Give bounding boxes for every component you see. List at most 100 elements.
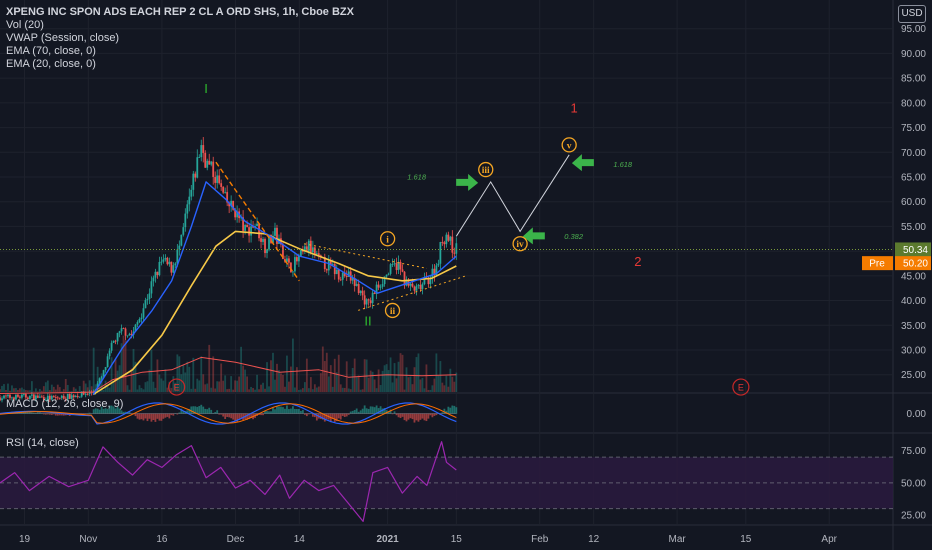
currency-button[interactable]: USD <box>898 5 926 23</box>
candle-body <box>38 396 41 398</box>
volume-bar <box>156 359 159 392</box>
time-tick-label: Mar <box>668 534 686 545</box>
volume-bar <box>178 356 181 392</box>
macd-bar <box>391 413 394 415</box>
volume-bar <box>317 386 320 392</box>
rsi-band <box>0 456 893 510</box>
macd-bar <box>110 405 113 414</box>
volume-bar <box>126 385 129 392</box>
volume-bar <box>17 389 19 392</box>
volume-bar <box>427 389 430 392</box>
volume-bar <box>292 338 294 392</box>
volume-bar <box>325 352 328 392</box>
volume-bar <box>405 367 408 392</box>
macd-bar <box>118 408 121 414</box>
volume-bar <box>274 379 276 392</box>
fib-ratio-label: 1.618 <box>613 160 633 169</box>
macd-bar <box>335 413 338 422</box>
candle-body <box>290 262 292 273</box>
candle-body <box>415 285 418 291</box>
volume-bar <box>220 363 223 392</box>
macd-bar <box>196 406 199 414</box>
macd-bar <box>190 406 193 414</box>
candle-body <box>19 396 21 398</box>
candle-body <box>98 378 101 384</box>
volume-bar <box>96 366 99 392</box>
volume-bar <box>419 379 422 392</box>
candle-body <box>234 209 237 218</box>
volume-bar <box>375 388 378 392</box>
pre-tag <box>862 256 893 271</box>
macd-bar <box>144 413 147 419</box>
volume-bar <box>26 390 29 392</box>
candle-body <box>100 376 103 379</box>
macd-bar <box>377 408 380 414</box>
candle-body <box>166 257 169 265</box>
candle-body <box>453 252 456 254</box>
volume-bar <box>32 391 35 392</box>
indicator-vwap[interactable]: VWAP (Session, close) <box>6 32 120 44</box>
volume-bar <box>260 384 262 392</box>
candle-body <box>196 157 199 178</box>
macd-bar <box>50 413 53 415</box>
candle-body <box>86 393 89 395</box>
candle-body <box>296 257 298 262</box>
volume-bar <box>272 352 274 392</box>
last-price-tag <box>895 242 931 257</box>
rsi-line <box>0 441 457 523</box>
downtrend-line <box>215 161 300 282</box>
volume-bar <box>399 353 402 392</box>
volume-bar <box>363 359 366 392</box>
candle-body <box>56 397 59 399</box>
volume-bar <box>94 384 97 392</box>
volume-bar <box>415 357 418 392</box>
macd-bar <box>202 406 205 414</box>
price-tick-label: 40.00 <box>901 296 926 307</box>
indicator-ema-70[interactable]: EMA (70, close, 0) <box>6 45 96 57</box>
macd-bar <box>409 413 412 419</box>
volume-bar <box>236 380 239 392</box>
candle-body <box>367 299 370 301</box>
volume-bar <box>180 374 183 392</box>
macd-bar <box>226 413 229 417</box>
indicator-volume[interactable]: Vol (20) <box>6 19 44 31</box>
macd-bar <box>25 411 27 414</box>
volume-bar <box>188 366 191 392</box>
volume-bar <box>192 357 195 392</box>
volume-bar <box>76 391 79 392</box>
volume-bar <box>9 390 11 392</box>
volume-bar <box>395 378 398 392</box>
indicator-ema-20[interactable]: EMA (20, close, 0) <box>6 58 96 70</box>
rsi-title[interactable]: RSI (14, close) <box>6 437 79 449</box>
time-tick-label: 15 <box>451 534 463 545</box>
earnings-marker <box>168 378 186 396</box>
volume-bar <box>174 382 177 392</box>
volume-bar <box>417 353 420 392</box>
volume-bar <box>200 356 203 392</box>
candle-body <box>172 265 175 273</box>
macd-bar <box>401 413 404 417</box>
earnings-label: E <box>738 383 744 393</box>
candle-body <box>355 283 358 286</box>
macd-bar <box>435 413 438 416</box>
volume-bar <box>110 357 113 392</box>
macd-title[interactable]: MACD (12, 26, close, 9) <box>6 398 124 410</box>
macd-bar <box>405 413 408 422</box>
macd-bar <box>355 408 358 414</box>
macd-bar <box>100 406 103 414</box>
candle-body <box>118 331 121 333</box>
macd-bar <box>112 406 115 414</box>
volume-bar <box>385 364 388 392</box>
price-tick-label: 30.00 <box>901 345 926 356</box>
last-price-label: 50.34 <box>903 245 928 256</box>
volume-bar <box>25 390 27 392</box>
candle-body <box>144 300 147 309</box>
macd-bar <box>130 413 133 415</box>
volume-bar <box>311 389 314 392</box>
macd-bar <box>451 405 454 414</box>
volume-bar <box>210 387 213 392</box>
macd-bar <box>120 410 123 414</box>
candle-body <box>363 295 366 305</box>
candle-body <box>138 318 141 323</box>
